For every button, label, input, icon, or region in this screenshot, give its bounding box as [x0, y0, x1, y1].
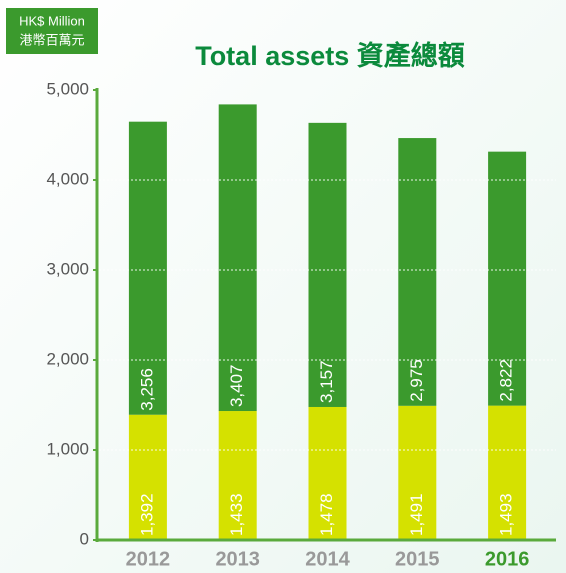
bar-segment [218, 411, 257, 540]
value-label: 3,256 [137, 368, 156, 411]
bar-segment [488, 405, 527, 540]
y-tick-label: 4,000 [46, 169, 89, 188]
value-label: 1,478 [317, 493, 336, 536]
y-tick-label: 2,000 [46, 349, 89, 368]
x-tick-label: 2014 [305, 548, 350, 570]
value-label: 3,157 [317, 360, 336, 403]
bar-segment [398, 138, 437, 406]
value-label: 2,975 [407, 359, 426, 402]
value-label: 1,491 [407, 493, 426, 536]
x-tick-label: 2012 [126, 548, 171, 570]
value-label: 1,433 [227, 493, 246, 536]
x-tick-label: 2015 [395, 548, 440, 570]
value-label: 1,493 [497, 493, 516, 536]
value-label: 3,407 [227, 364, 246, 407]
y-label: 港幣百萬元 [19, 32, 84, 47]
bar-segment [128, 121, 167, 415]
bar-segment [218, 104, 257, 412]
x-tick-label: 2013 [215, 548, 260, 570]
value-label: 1,392 [137, 493, 156, 536]
y-tick-label: 1,000 [46, 439, 89, 458]
bar-segment [488, 151, 527, 406]
bar-segment [308, 406, 347, 540]
y-tick-label: 5,000 [46, 79, 89, 98]
value-label: 2,822 [497, 359, 516, 402]
x-tick-label: 2016 [485, 548, 530, 570]
bar-segment [128, 414, 167, 540]
bar-segment [398, 405, 437, 540]
y-tick-label: 3,000 [46, 259, 89, 278]
unit-box [6, 8, 98, 54]
chart-title: Total assets 資產總額 [195, 40, 465, 71]
y-tick-label: 0 [80, 529, 89, 548]
y-label: HK$ Million [19, 13, 85, 28]
